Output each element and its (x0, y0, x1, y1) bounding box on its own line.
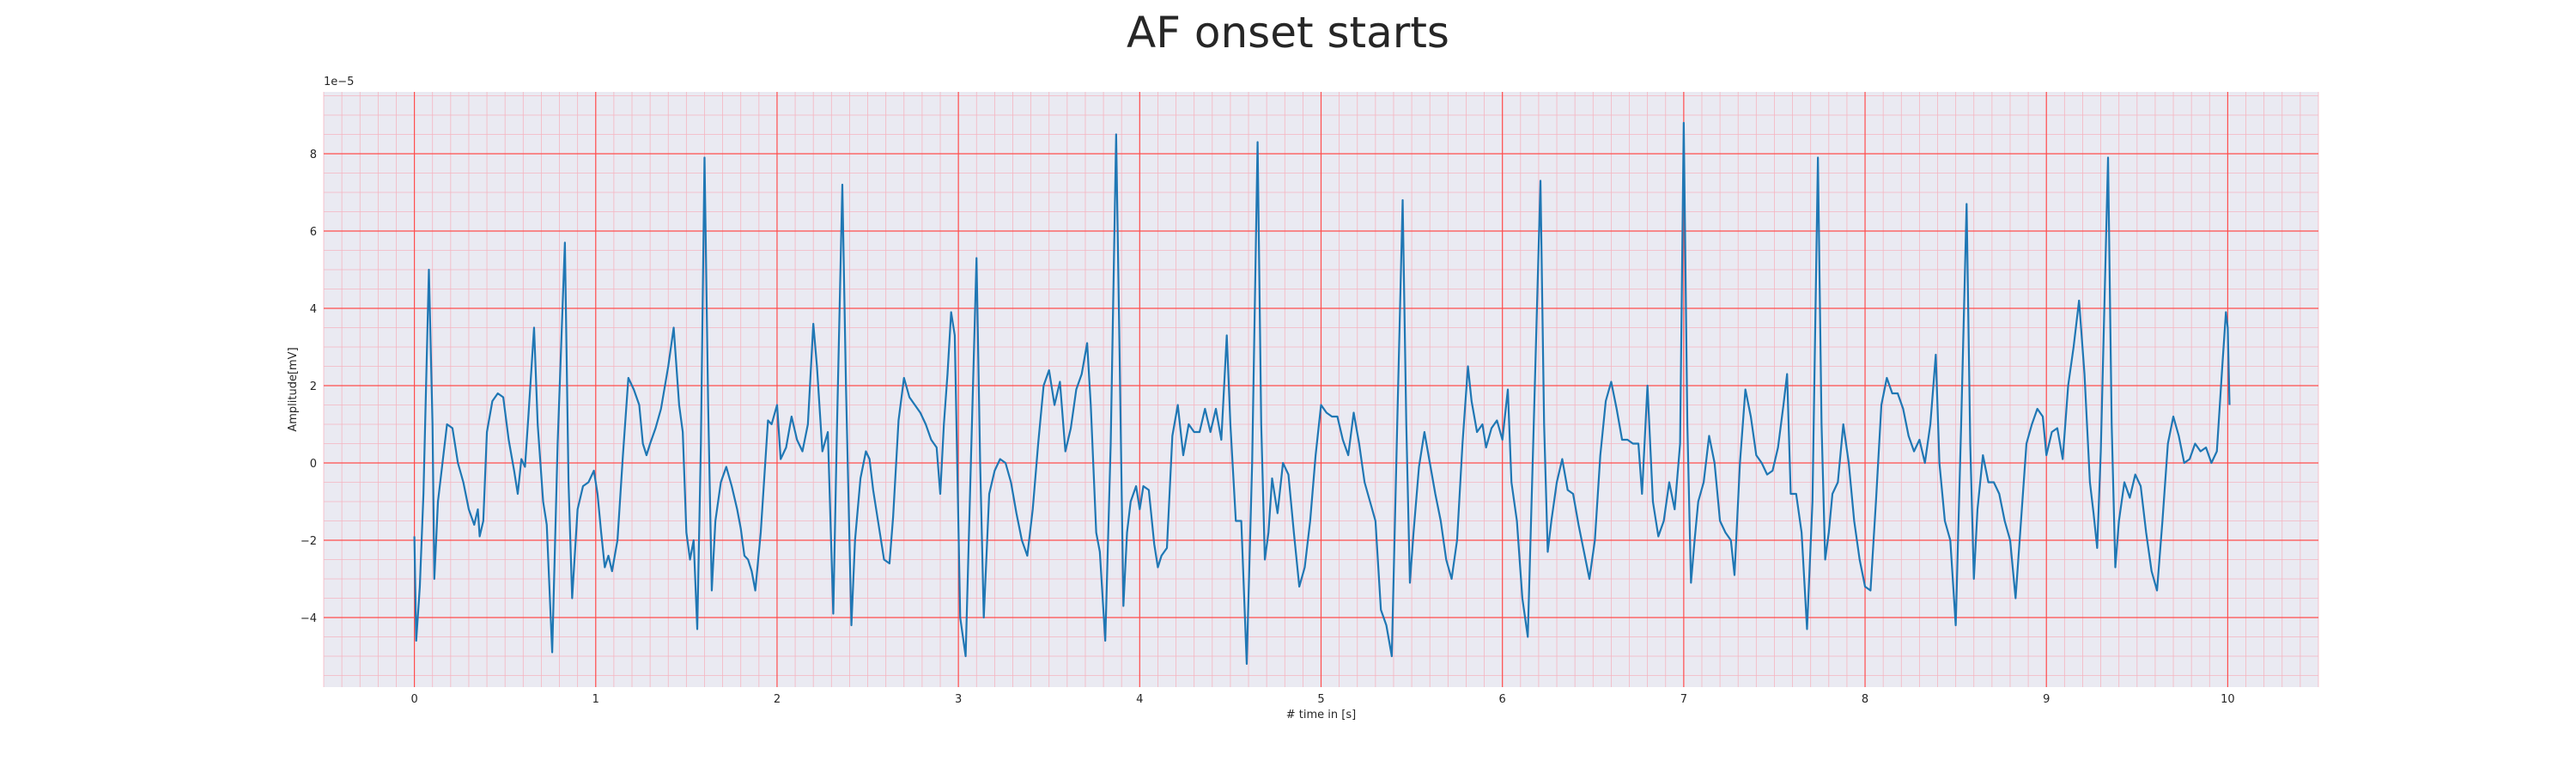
chart-title: AF onset starts (1127, 8, 1449, 58)
x-tick-label: 9 (2043, 693, 2050, 706)
x-tick-label: 1 (592, 693, 599, 706)
series-line-0 (413, 121, 2231, 666)
x-tick-label: 5 (1317, 693, 1324, 706)
y-axis-label: Amplitude[mV] (287, 347, 300, 431)
y-tick-label: −2 (301, 535, 317, 548)
x-tick-label: 2 (774, 693, 781, 706)
x-tick-label: 6 (1499, 693, 1506, 706)
y-tick-label: 0 (310, 458, 317, 471)
y-axis-ticks: −4 −2 0 2 4 6 8 (301, 149, 317, 625)
y-tick-label: 4 (310, 303, 317, 316)
y-tick-label: −4 (301, 612, 317, 625)
x-axis-label: # time in [s] (1286, 709, 1356, 721)
x-tick-label: 4 (1136, 693, 1143, 706)
x-axis-ticks: 0 1 2 3 4 5 6 7 8 9 10 (410, 693, 2234, 706)
x-tick-label: 0 (410, 693, 417, 706)
x-tick-label: 7 (1680, 693, 1687, 706)
y-offset-label: 1e−5 (324, 76, 354, 88)
x-tick-label: 8 (1862, 693, 1868, 706)
y-tick-label: 2 (310, 380, 317, 393)
series-layer (413, 121, 2231, 666)
y-tick-label: 6 (310, 226, 317, 239)
x-tick-label: 10 (2221, 693, 2235, 706)
major-grid (324, 92, 2318, 687)
y-tick-label: 8 (310, 149, 317, 161)
x-tick-label: 3 (955, 693, 962, 706)
